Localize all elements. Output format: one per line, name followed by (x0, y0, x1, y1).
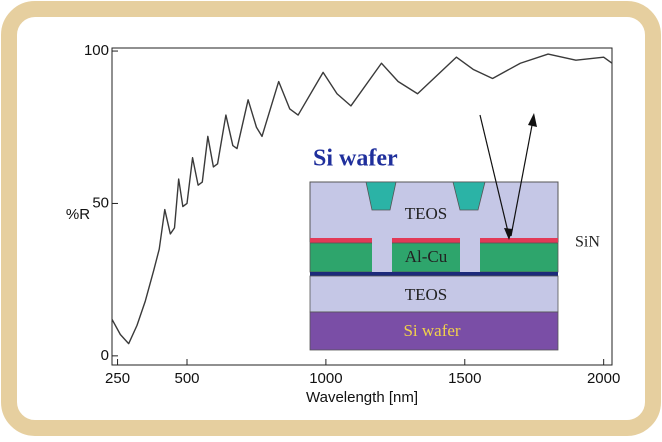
via (365, 181, 397, 211)
via (452, 181, 486, 211)
plot-area (111, 47, 613, 366)
via-gap (372, 236, 392, 273)
substrate (309, 311, 559, 351)
x-tick-label: 250 (105, 370, 130, 387)
teos-upper (309, 181, 559, 243)
arrowhead (504, 228, 513, 240)
teos-lower (309, 275, 559, 313)
x-tick-label: 1500 (448, 370, 481, 387)
y-axis-label: %R (66, 206, 90, 223)
y-tick-label: 100 (84, 42, 109, 59)
x-tick-label: 500 (174, 370, 199, 387)
y-tick-label: 50 (92, 194, 109, 211)
x-axis-label: Wavelength [nm] (306, 389, 418, 406)
incident-ray (479, 114, 510, 237)
inset-diagram: Si wafer TEOS Al-Cu TEOS Si wafer SiN (309, 113, 600, 351)
side-label: SiN (575, 234, 600, 251)
layer-label: Al-Cu (405, 247, 448, 266)
x-tick-label: 2000 (587, 370, 620, 387)
layer-label: TEOS (405, 204, 448, 223)
layer-label: TEOS (405, 285, 448, 304)
data-line (111, 53, 613, 345)
via-gap (460, 236, 480, 273)
layer-label: Si wafer (403, 321, 460, 340)
arrowhead (528, 113, 537, 127)
reflected-ray (510, 119, 534, 237)
sin-layer (310, 238, 558, 243)
y-tick-label: 0 (101, 347, 109, 364)
barrier-layer (310, 272, 558, 276)
x-tick-label: 1000 (309, 370, 342, 387)
inset-title: Si wafer (313, 146, 398, 172)
